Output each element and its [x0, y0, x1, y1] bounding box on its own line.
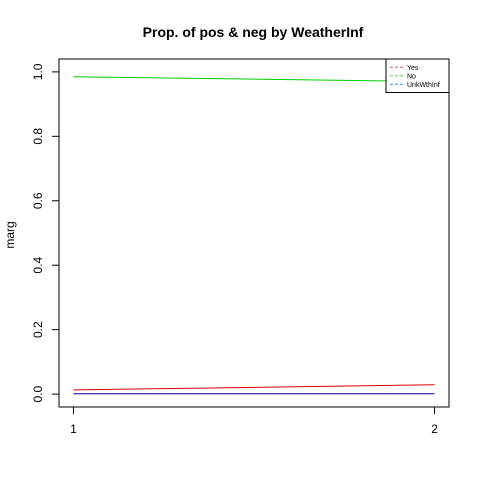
y-tick-label: 0.4	[31, 257, 45, 274]
y-tick-label: 0.8	[31, 128, 45, 145]
legend-label-2: UnkWthInf	[407, 82, 440, 89]
x-tick-label: 1	[70, 422, 77, 436]
legend-label-0: Yes	[407, 65, 419, 72]
plot-frame	[58, 58, 450, 408]
y-tick-label: 0.0	[31, 385, 45, 402]
series-line-1	[73, 76, 435, 83]
chart-title: Prop. of pos & neg by WeatherInf	[143, 24, 364, 40]
y-tick-label: 0.2	[31, 321, 45, 338]
series-lines	[73, 76, 435, 395]
y-tick-label: 0.6	[31, 192, 45, 209]
y-tick-label: 1.0	[31, 63, 45, 80]
legend-label-1: No	[407, 73, 416, 80]
series-line-0	[73, 384, 435, 391]
y-axis: 0.0 0.2 0.4 0.6 0.8 1.0	[31, 63, 60, 402]
y-axis-label: marg	[3, 221, 17, 248]
x-tick-label: 2	[431, 422, 438, 436]
